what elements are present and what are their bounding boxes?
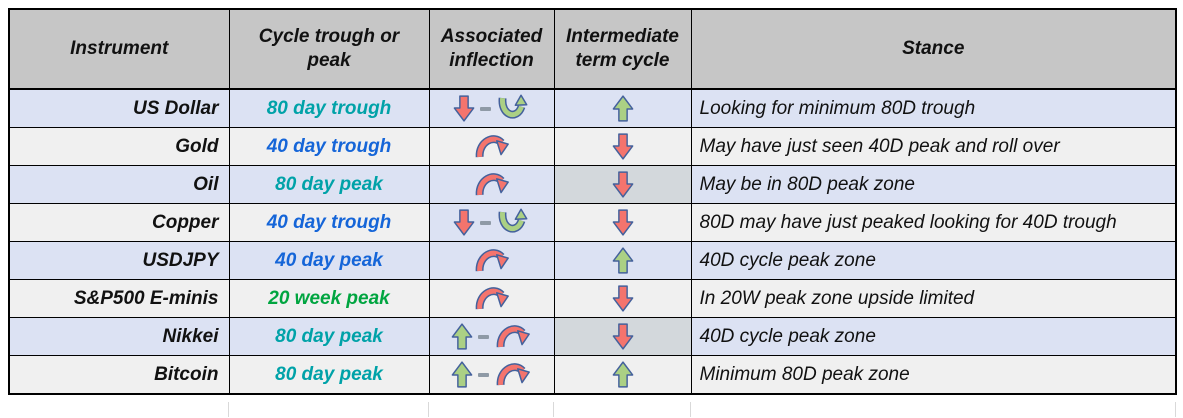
- dash-icon: [480, 220, 491, 225]
- inflection-icons: [430, 242, 554, 279]
- stance-cell: May have just seen 40D peak and roll ove…: [690, 127, 1177, 166]
- cycle-cell: 40 day peak: [228, 241, 430, 280]
- intermediate-icons: [555, 242, 691, 279]
- table-row: US Dollar 80 day trough Looking for mini…: [8, 88, 1177, 128]
- green-up-arrow-icon: [612, 246, 634, 275]
- stance-cell: 40D cycle peak zone: [690, 317, 1177, 356]
- table-row: Nikkei 80 day peak 40D cycle peak zone: [8, 317, 1177, 356]
- stance-cell: In 20W peak zone upside limited: [690, 279, 1177, 318]
- red-arch-icon: [494, 322, 532, 351]
- inflection-icons: [430, 166, 554, 203]
- red-arch-icon: [473, 284, 511, 313]
- intermediate-cell: [553, 127, 692, 166]
- intermediate-cell: [553, 203, 692, 242]
- inflection-cell: [428, 127, 555, 166]
- dash-icon: [480, 106, 491, 111]
- green-up-arrow-icon: [451, 360, 473, 389]
- instrument-cell: Copper: [8, 203, 230, 242]
- red-down-arrow-icon: [612, 208, 634, 237]
- instrument-cell: S&P500 E-minis: [8, 279, 230, 318]
- table-row: S&P500 E-minis 20 week peak In 20W peak …: [8, 279, 1177, 318]
- green-up-arrow-icon: [612, 94, 634, 123]
- stance-cell: Minimum 80D peak zone: [690, 355, 1177, 395]
- green-up-arrow-icon: [451, 322, 473, 351]
- instrument-cell: USDJPY: [8, 241, 230, 280]
- intermediate-icons: [555, 318, 691, 355]
- cycle-cell: 80 day peak: [228, 355, 430, 395]
- column-header-inflection: Associated inflection: [428, 8, 555, 90]
- dash-icon: [478, 334, 489, 339]
- stance-cell: May be in 80D peak zone: [690, 165, 1177, 204]
- column-header-cycle: Cycle trough or peak: [228, 8, 430, 90]
- red-down-arrow-icon: [453, 94, 475, 123]
- dash-icon: [478, 372, 489, 377]
- instrument-cell: Nikkei: [8, 317, 230, 356]
- red-down-arrow-icon: [612, 132, 634, 161]
- intermediate-icons: [555, 204, 691, 241]
- cycle-cell: 80 day trough: [228, 88, 430, 128]
- cycle-cell: 80 day peak: [228, 165, 430, 204]
- header-row: Instrument Cycle trough or peak Associat…: [8, 8, 1177, 90]
- cycle-cell: 40 day trough: [228, 127, 430, 166]
- intermediate-cell: [553, 279, 692, 318]
- intermediate-cell: [553, 355, 692, 395]
- red-down-arrow-icon: [612, 284, 634, 313]
- red-arch-icon: [473, 170, 511, 199]
- intermediate-icons: [555, 90, 691, 127]
- green-u-turn-icon: [496, 94, 530, 123]
- intermediate-icons: [555, 356, 691, 393]
- intermediate-icons: [555, 166, 691, 203]
- intermediate-cell: [553, 165, 692, 204]
- table-row: USDJPY 40 day peak 40D cycle peak zone: [8, 241, 1177, 280]
- red-down-arrow-icon: [612, 322, 634, 351]
- red-arch-icon: [473, 246, 511, 275]
- table-row: Copper 40 day trough 80D may have just p…: [8, 203, 1177, 242]
- stance-cell: Looking for minimum 80D trough: [690, 88, 1177, 128]
- inflection-cell: [428, 165, 555, 204]
- red-arch-icon: [494, 360, 532, 389]
- column-header-intermediate: Intermediate term cycle: [553, 8, 692, 90]
- green-u-turn-icon: [496, 208, 530, 237]
- stance-cell: 80D may have just peaked looking for 40D…: [690, 203, 1177, 242]
- table-row: Gold 40 day trough May have just seen 40…: [8, 127, 1177, 166]
- red-down-arrow-icon: [612, 170, 634, 199]
- inflection-cell: [428, 203, 555, 242]
- cycle-cell: 80 day peak: [228, 317, 430, 356]
- inflection-cell: [428, 241, 555, 280]
- intermediate-cell: [553, 88, 692, 128]
- table-row: Bitcoin 80 day peak Minimum 80D peak zon…: [8, 355, 1177, 395]
- intermediate-cell: [553, 317, 692, 356]
- inflection-cell: [428, 279, 555, 318]
- stance-cell: 40D cycle peak zone: [690, 241, 1177, 280]
- intermediate-icons: [555, 128, 691, 165]
- cycle-cell: 40 day trough: [228, 203, 430, 242]
- instrument-cycle-table: Instrument Cycle trough or peak Associat…: [8, 8, 1177, 395]
- inflection-icons: [430, 280, 554, 317]
- cycle-cell: 20 week peak: [228, 279, 430, 318]
- column-header-stance: Stance: [690, 8, 1177, 90]
- green-up-arrow-icon: [612, 360, 634, 389]
- instrument-cell: Oil: [8, 165, 230, 204]
- column-header-instrument: Instrument: [8, 8, 230, 90]
- inflection-cell: [428, 355, 555, 395]
- red-down-arrow-icon: [453, 208, 475, 237]
- instrument-cell: US Dollar: [8, 88, 230, 128]
- intermediate-icons: [555, 280, 691, 317]
- instrument-cell: Bitcoin: [8, 355, 230, 395]
- inflection-icons: [430, 356, 554, 393]
- red-arch-icon: [473, 132, 511, 161]
- inflection-icons: [430, 204, 554, 241]
- inflection-cell: [428, 317, 555, 356]
- table-row: Oil 80 day peak May be in 80D peak zone: [8, 165, 1177, 204]
- inflection-icons: [430, 90, 554, 127]
- inflection-icons: [430, 318, 554, 355]
- inflection-cell: [428, 88, 555, 128]
- inflection-icons: [430, 128, 554, 165]
- instrument-cell: Gold: [8, 127, 230, 166]
- intermediate-cell: [553, 241, 692, 280]
